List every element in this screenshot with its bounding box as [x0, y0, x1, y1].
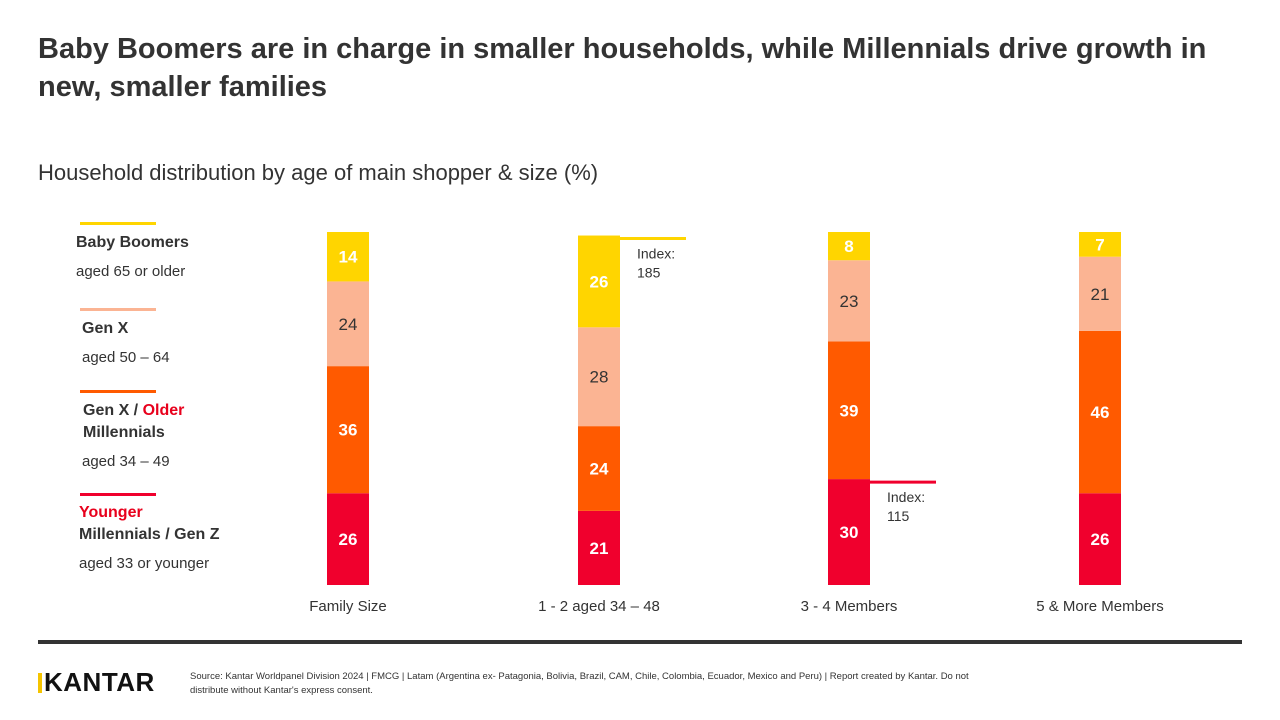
bar-gen-x-family-size: [327, 281, 369, 367]
legend-label-younger-millennials: Younger Millennials / Gen Z: [79, 502, 219, 546]
bar-gen-x-older-millennials-1-2-aged-34-48: [578, 426, 620, 511]
data-label-baby-boomers-1-2-aged-34-48: 26: [590, 272, 609, 291]
logo-text: KANTAR: [44, 667, 155, 697]
data-label-gen-x-5-more-members: 21: [1091, 285, 1110, 304]
legend-swatch-older-millennials: [80, 390, 156, 393]
legend-label-gen-x: Gen X: [82, 320, 129, 337]
legend-label-younger-word: Younger: [79, 504, 143, 521]
bar-baby-boomers-1-2-aged-34-48: [578, 235, 620, 328]
bar-gen-x-older-millennials-family-size: [327, 366, 369, 494]
legend-label-older-word: Older: [142, 402, 185, 419]
data-label-gen-x-older-millennials-5-more-members: 46: [1091, 403, 1110, 422]
data-label-baby-boomers-5-more-members: 7: [1095, 235, 1104, 254]
legend-label-older-millennials: Gen X / Older Millennials: [83, 400, 184, 444]
chart-subtitle: Household distribution by age of main sh…: [38, 160, 599, 185]
bar-younger-millennials-gen-z-3-4-members: [828, 479, 870, 585]
bar-gen-x-older-millennials-3-4-members: [828, 341, 870, 480]
source-note: Source: Kantar Worldpanel Division 2024 …: [190, 671, 969, 696]
bar-baby-boomers-family-size: [327, 232, 369, 282]
data-label-gen-x-3-4-members: 23: [840, 292, 859, 311]
page-title: Baby Boomers are in charge in smaller ho…: [38, 33, 1207, 103]
legend-swatch-gen-x: [80, 308, 156, 311]
x-tick-label-1-2-aged-34-48: 1 - 2 aged 34 – 48: [538, 598, 660, 615]
legend-label-genx-part: Gen X /: [83, 402, 143, 419]
legend-age-younger-millennials: aged 33 or younger: [79, 555, 210, 572]
x-tick-label-3-4-members: 3 - 4 Members: [801, 598, 898, 615]
annotation-value-1: 185: [637, 265, 661, 281]
legend-label-baby-boomers: Baby Boomers: [76, 234, 189, 251]
legend-age-older-millennials: aged 34 – 49: [82, 453, 170, 470]
bar-younger-millennials-gen-z-1-2-aged-34-48: [578, 510, 620, 585]
annotation-value-2: 115: [887, 508, 910, 524]
data-label-younger-millennials-gen-z-5-more-members: 26: [1091, 530, 1110, 549]
data-label-gen-x-older-millennials-3-4-members: 39: [840, 401, 859, 420]
data-label-younger-millennials-gen-z-1-2-aged-34-48: 21: [590, 539, 609, 558]
data-label-baby-boomers-3-4-members: 8: [844, 237, 853, 256]
bar-gen-x-5-more-members: [1079, 256, 1121, 331]
x-tick-label-family-size: Family Size: [309, 598, 387, 615]
data-label-younger-millennials-gen-z-family-size: 26: [339, 530, 358, 549]
stacked-bar-chart: 26 36 24 14 Family Size 21 24 28 26 1 - 2 aged 34…: [309, 232, 1164, 615]
data-label-gen-x-1-2-aged-34-48: 28: [590, 368, 609, 387]
data-label-gen-x-family-size: 24: [339, 315, 358, 334]
annotation-label-2: Index:: [887, 489, 925, 505]
data-label-younger-millennials-gen-z-3-4-members: 30: [840, 523, 859, 542]
legend-label-millennials-part: Millennials: [83, 424, 165, 441]
bar-gen-x-3-4-members: [828, 260, 870, 342]
data-label-baby-boomers-family-size: 14: [339, 248, 358, 267]
bar-baby-boomers-3-4-members: [828, 232, 870, 261]
legend-label-gen-z-part: Millennials / Gen Z: [79, 526, 220, 543]
x-tick-label-5-more-members: 5 & More Members: [1036, 598, 1164, 615]
data-label-gen-x-older-millennials-1-2-aged-34-48: 24: [590, 460, 609, 479]
logo-mark-icon: [38, 673, 42, 693]
bar-gen-x-1-2-aged-34-48: [578, 327, 620, 427]
bar-gen-x-older-millennials-5-more-members: [1079, 330, 1121, 494]
annotation-label-1: Index:: [637, 246, 675, 262]
bar-baby-boomers-5-more-members: [1079, 232, 1121, 257]
legend-age-gen-x: aged 50 – 64: [82, 349, 170, 366]
bar-younger-millennials-gen-z-5-more-members: [1079, 493, 1121, 585]
legend-age-baby-boomers: aged 65 or older: [76, 263, 186, 280]
legend-swatch-younger-millennials: [80, 493, 156, 496]
kantar-logo: KANTAR: [38, 667, 155, 698]
data-label-gen-x-older-millennials-family-size: 36: [339, 421, 358, 440]
footer-divider: [38, 640, 1242, 644]
bar-younger-millennials-gen-z-family-size: [327, 493, 369, 585]
legend-swatch-baby-boomers: [80, 222, 156, 225]
